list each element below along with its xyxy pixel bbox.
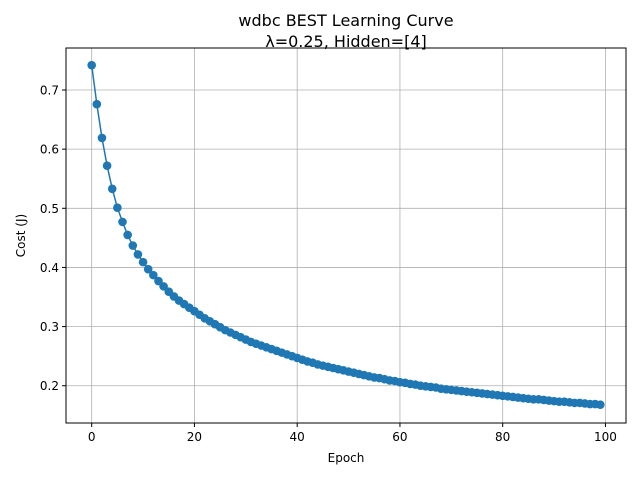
y-tick-label: 0.5 bbox=[40, 202, 59, 216]
data-point bbox=[596, 400, 605, 409]
ticks-layer: 0 20 40 60 80 100 0.2 0.3 0.4 0.5 0.6 0.7 bbox=[40, 83, 617, 444]
data-point bbox=[159, 282, 168, 291]
y-tick-label: 0.4 bbox=[40, 261, 59, 275]
x-axis-label: Epoch bbox=[328, 451, 365, 465]
chart-title: wdbc BEST Learning Curve bbox=[238, 11, 453, 30]
x-tick-label: 40 bbox=[290, 430, 305, 444]
series-line bbox=[90, 65, 601, 406]
data-point bbox=[97, 133, 107, 143]
plot-frame bbox=[65, 47, 627, 424]
y-tick-label: 0.7 bbox=[40, 83, 59, 97]
x-tick-label: 60 bbox=[392, 430, 407, 444]
x-tick-label: 0 bbox=[88, 430, 96, 444]
data-point bbox=[138, 257, 148, 267]
data-point bbox=[128, 241, 138, 250]
y-tick-label: 0.2 bbox=[40, 379, 59, 393]
grid-layer bbox=[66, 48, 626, 423]
data-point bbox=[87, 60, 96, 70]
data-point bbox=[118, 217, 127, 227]
data-point bbox=[143, 264, 153, 274]
x-tick-label: 80 bbox=[495, 430, 510, 444]
chart-subtitle: λ=0.25, Hidden=[4] bbox=[265, 32, 427, 51]
data-point bbox=[133, 250, 143, 259]
data-point bbox=[107, 184, 117, 194]
data-point bbox=[102, 161, 112, 171]
x-tick-label: 20 bbox=[187, 430, 202, 444]
y-tick-label: 0.6 bbox=[40, 143, 59, 157]
data-point bbox=[113, 203, 122, 213]
data-point bbox=[123, 230, 132, 240]
x-tick-label: 100 bbox=[594, 430, 617, 444]
data-point bbox=[92, 99, 102, 109]
data-point bbox=[149, 270, 158, 280]
y-tick-label: 0.3 bbox=[40, 320, 59, 334]
data-point bbox=[154, 276, 163, 286]
series-layer bbox=[87, 60, 605, 409]
y-axis-label: Cost (J) bbox=[14, 214, 28, 257]
